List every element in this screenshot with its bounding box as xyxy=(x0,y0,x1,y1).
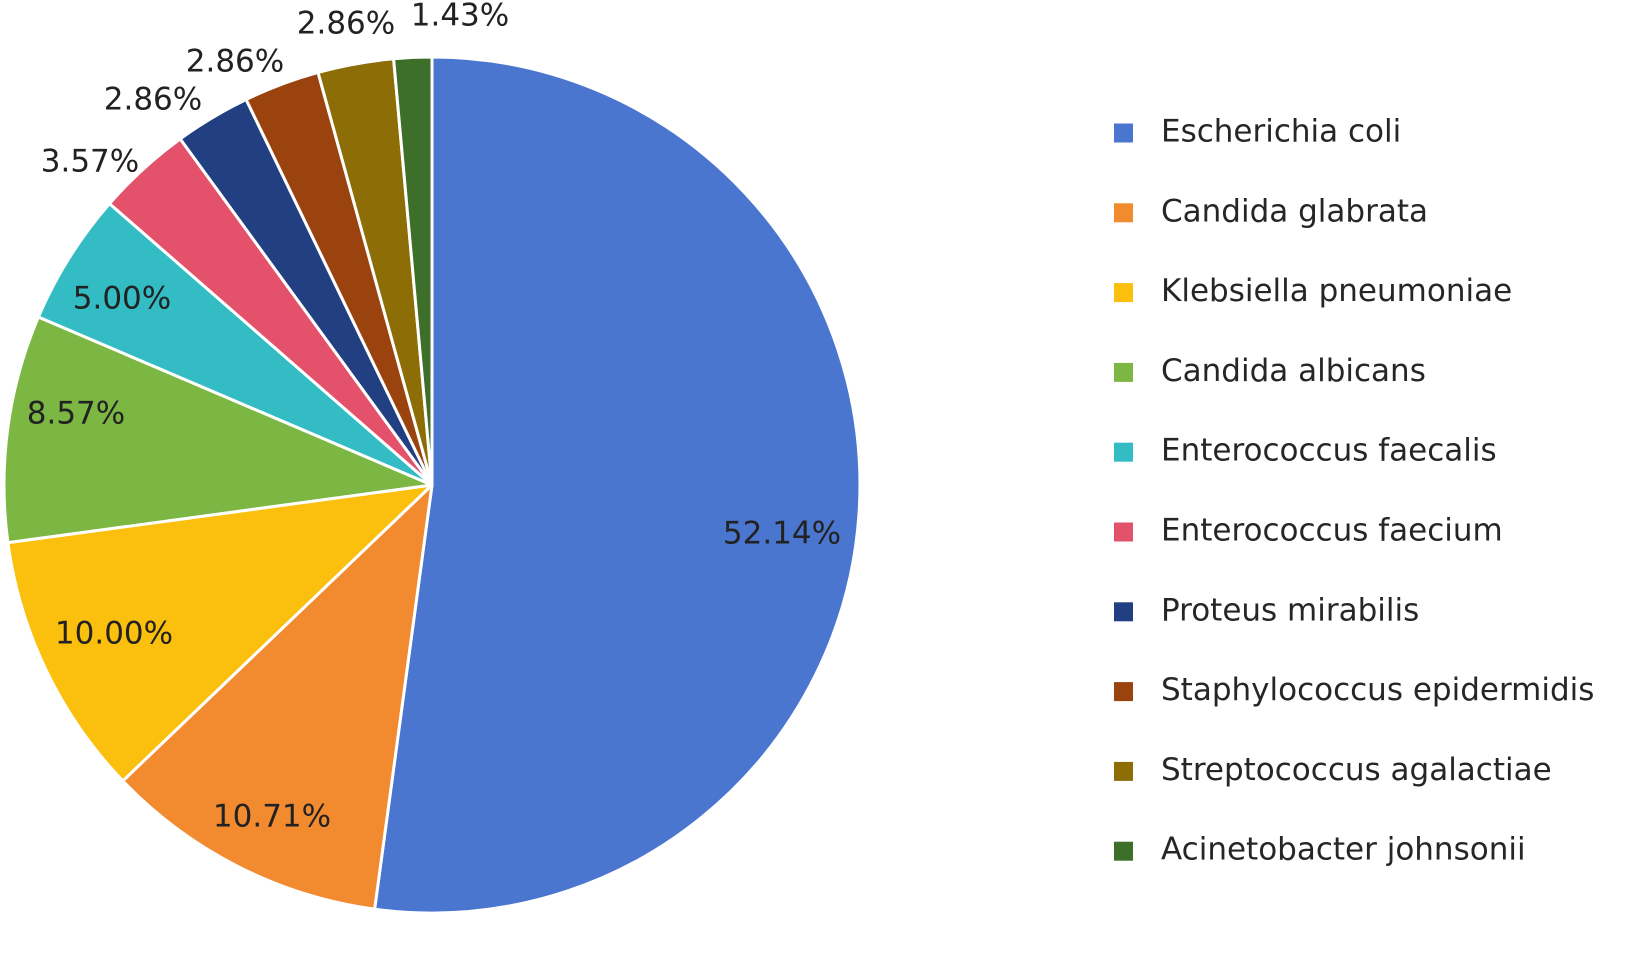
legend: Escherichia coli Candida glabrata Klebsiel… xyxy=(1114,114,1594,868)
data-label-candida-glabrata: 10.71% xyxy=(213,799,331,835)
legend-item-streptococcus-agalactiae: Streptococcus agalactiae xyxy=(1114,752,1552,788)
data-label-escherichia-coli: 52.14% xyxy=(723,516,841,552)
pie-slices xyxy=(2,55,862,915)
legend-label-acinetobacter-johnsonii: Acinetobacter johnsonii xyxy=(1161,832,1526,868)
data-label-streptococcus-agalactiae: 2.86% xyxy=(297,6,395,42)
legend-label-klebsiella-pneumoniae: Klebsiella pneumoniae xyxy=(1161,273,1512,309)
legend-item-enterococcus-faecium: Enterococcus faecium xyxy=(1114,513,1503,549)
pie-slice-acinetobacter-johnsonii xyxy=(392,55,434,487)
data-label-acinetobacter-johnsonii: 1.43% xyxy=(411,0,509,34)
data-label-staphylococcus-epidermidis: 2.86% xyxy=(186,44,284,80)
legend-item-candida-glabrata: Candida glabrata xyxy=(1114,193,1428,229)
legend-item-candida-albicans: Candida albicans xyxy=(1114,353,1426,389)
pie-data-labels: 52.14%10.71%10.00%8.57%5.00%3.57%2.86%2.… xyxy=(27,0,841,835)
data-label-klebsiella-pneumoniae: 10.00% xyxy=(55,616,173,652)
legend-swatch-candida-glabrata xyxy=(1114,203,1133,223)
legend-swatch-streptococcus-agalactiae xyxy=(1114,761,1133,781)
legend-swatch-proteus-mirabilis xyxy=(1114,602,1133,622)
legend-label-escherichia-coli: Escherichia coli xyxy=(1161,114,1401,150)
legend-label-enterococcus-faecium: Enterococcus faecium xyxy=(1161,513,1503,549)
legend-item-acinetobacter-johnsonii: Acinetobacter johnsonii xyxy=(1114,832,1526,868)
pie-slice-candida-glabrata xyxy=(121,483,434,911)
data-label-proteus-mirabilis: 2.86% xyxy=(104,82,202,118)
legend-swatch-staphylococcus-epidermidis xyxy=(1114,682,1133,702)
legend-item-enterococcus-faecalis: Enterococcus faecalis xyxy=(1114,433,1497,469)
legend-swatch-enterococcus-faecium xyxy=(1114,522,1133,542)
data-label-enterococcus-faecium: 3.57% xyxy=(41,144,139,180)
legend-item-klebsiella-pneumoniae: Klebsiella pneumoniae xyxy=(1114,273,1512,309)
legend-swatch-candida-albicans xyxy=(1114,362,1133,382)
legend-item-escherichia-coli: Escherichia coli xyxy=(1114,114,1401,150)
pie-slice-klebsiella-pneumoniae xyxy=(6,483,434,783)
legend-item-staphylococcus-epidermidis: Staphylococcus epidermidis xyxy=(1114,672,1594,708)
data-label-candida-albicans: 8.57% xyxy=(27,396,125,432)
legend-swatch-escherichia-coli xyxy=(1114,123,1133,143)
pie-slice-escherichia-coli xyxy=(373,55,862,915)
legend-item-proteus-mirabilis: Proteus mirabilis xyxy=(1114,592,1419,628)
legend-swatch-acinetobacter-johnsonii xyxy=(1114,841,1133,861)
legend-label-staphylococcus-epidermidis: Staphylococcus epidermidis xyxy=(1161,672,1594,708)
legend-label-enterococcus-faecalis: Enterococcus faecalis xyxy=(1161,433,1497,469)
data-label-enterococcus-faecalis: 5.00% xyxy=(73,281,171,317)
legend-label-candida-albicans: Candida albicans xyxy=(1161,353,1426,389)
legend-label-streptococcus-agalactiae: Streptococcus agalactiae xyxy=(1161,752,1552,788)
legend-swatch-enterococcus-faecalis xyxy=(1114,442,1133,462)
legend-swatch-klebsiella-pneumoniae xyxy=(1114,283,1133,303)
legend-label-proteus-mirabilis: Proteus mirabilis xyxy=(1161,592,1419,628)
pie-slice-candida-albicans xyxy=(2,315,434,545)
legend-label-candida-glabrata: Candida glabrata xyxy=(1161,193,1428,229)
